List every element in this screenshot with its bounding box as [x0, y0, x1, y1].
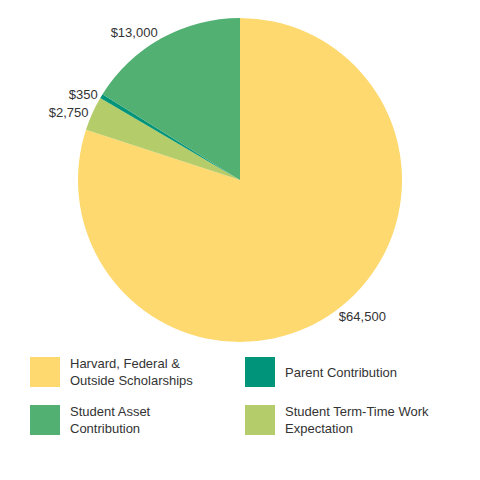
svg-text:$13,000: $13,000 — [111, 25, 158, 40]
html-text:Expectation: Expectation — [285, 421, 353, 436]
html-text:Contribution: Contribution — [70, 421, 141, 436]
html-text:Outside Scholarships: Outside Scholarships — [70, 373, 193, 388]
svg-text:$64,500: $64,500 — [339, 309, 386, 324]
html-text:Student Asset: Student Asset — [70, 404, 151, 419]
html-text:Parent Contribution: Parent Contribution — [285, 364, 397, 380]
html-text:Harvard, Federal &: Harvard, Federal & — [70, 356, 180, 371]
svg-text:$2,750: $2,750 — [49, 105, 89, 120]
svg-text:$350: $350 — [69, 87, 98, 102]
html-text:Student Term-Time Work: Student Term-Time Work — [285, 404, 429, 419]
